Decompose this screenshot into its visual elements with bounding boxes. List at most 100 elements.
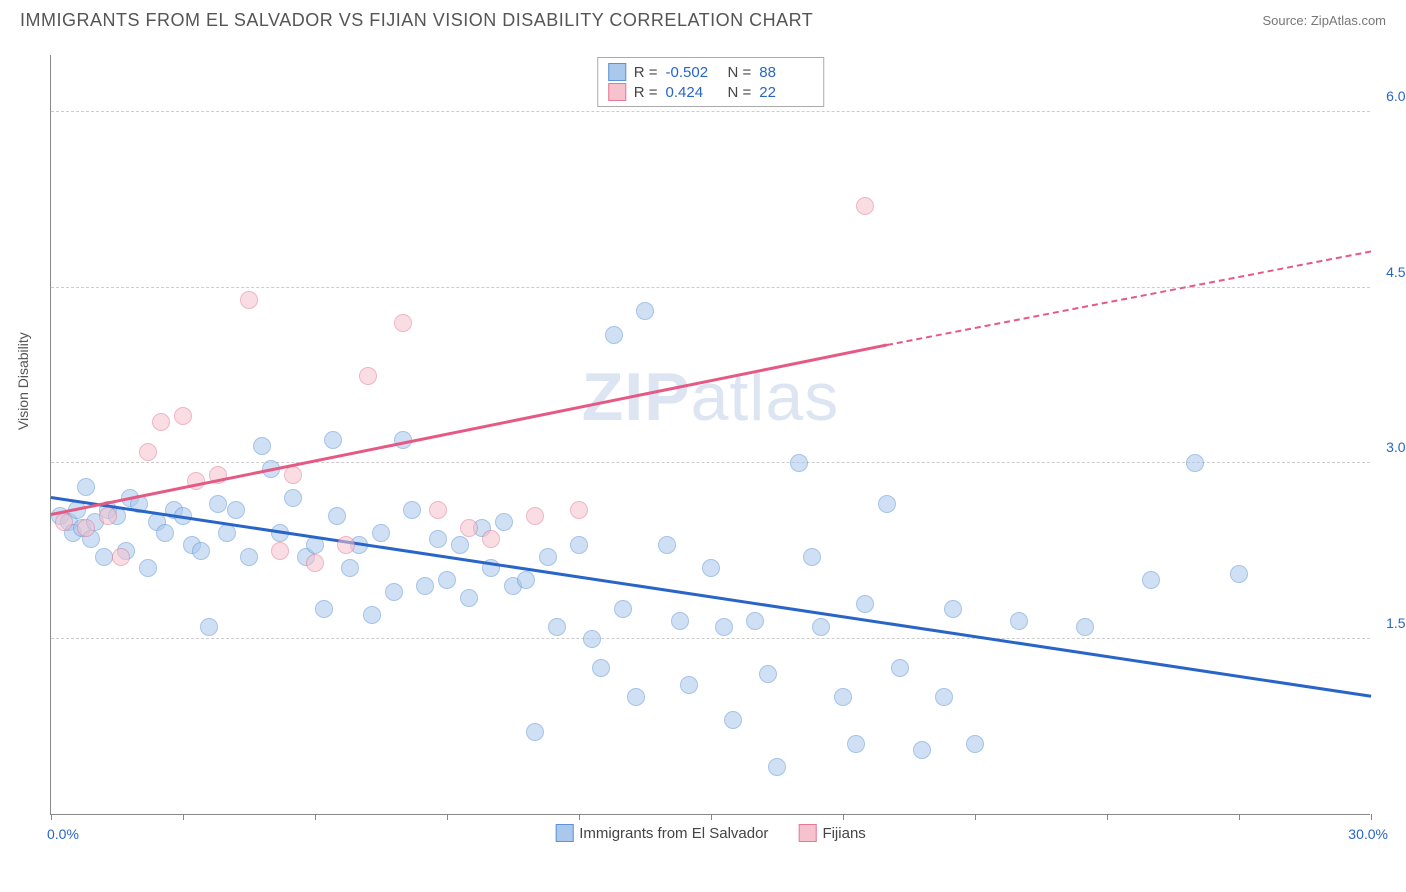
data-point bbox=[306, 554, 324, 572]
data-point bbox=[482, 530, 500, 548]
data-point bbox=[636, 302, 654, 320]
data-point bbox=[517, 571, 535, 589]
data-point bbox=[1076, 618, 1094, 636]
data-point bbox=[658, 536, 676, 554]
swatch-series1 bbox=[608, 63, 626, 81]
data-point bbox=[935, 688, 953, 706]
y-axis-label: Vision Disability bbox=[15, 332, 31, 430]
data-point bbox=[209, 495, 227, 513]
n-value-series2: 22 bbox=[759, 84, 813, 101]
grid-line bbox=[51, 462, 1370, 463]
data-point bbox=[1230, 565, 1248, 583]
x-tick bbox=[1107, 814, 1108, 820]
data-point bbox=[77, 478, 95, 496]
data-point bbox=[570, 536, 588, 554]
data-point bbox=[139, 559, 157, 577]
trend-line bbox=[51, 344, 887, 516]
data-point bbox=[702, 559, 720, 577]
legend: Immigrants from El Salvador Fijians bbox=[555, 824, 866, 842]
r-value-series2: 0.424 bbox=[666, 84, 720, 101]
data-point bbox=[156, 524, 174, 542]
chart-title: IMMIGRANTS FROM EL SALVADOR VS FIJIAN VI… bbox=[20, 10, 813, 31]
data-point bbox=[768, 758, 786, 776]
x-tick bbox=[975, 814, 976, 820]
y-tick-label: 4.5% bbox=[1386, 264, 1406, 280]
source-attribution: Source: ZipAtlas.com bbox=[1262, 13, 1386, 28]
x-tick bbox=[447, 814, 448, 820]
data-point bbox=[605, 326, 623, 344]
legend-item-series1: Immigrants from El Salvador bbox=[555, 824, 768, 842]
grid-line bbox=[51, 111, 1370, 112]
data-point bbox=[746, 612, 764, 630]
data-point bbox=[200, 618, 218, 636]
data-point bbox=[460, 519, 478, 537]
data-point bbox=[240, 548, 258, 566]
data-point bbox=[878, 495, 896, 513]
data-point bbox=[152, 413, 170, 431]
data-point bbox=[315, 600, 333, 618]
data-point bbox=[803, 548, 821, 566]
data-point bbox=[1186, 454, 1204, 472]
data-point bbox=[284, 489, 302, 507]
data-point bbox=[627, 688, 645, 706]
x-tick bbox=[579, 814, 580, 820]
data-point bbox=[539, 548, 557, 566]
data-point bbox=[790, 454, 808, 472]
y-tick-label: 6.0% bbox=[1386, 88, 1406, 104]
data-point bbox=[526, 723, 544, 741]
data-point bbox=[95, 548, 113, 566]
data-point bbox=[253, 437, 271, 455]
data-point bbox=[227, 501, 245, 519]
data-point bbox=[55, 513, 73, 531]
legend-swatch-series1 bbox=[555, 824, 573, 842]
data-point bbox=[416, 577, 434, 595]
y-tick-label: 1.5% bbox=[1386, 615, 1406, 631]
data-point bbox=[614, 600, 632, 618]
x-tick bbox=[51, 814, 52, 820]
data-point bbox=[548, 618, 566, 636]
data-point bbox=[847, 735, 865, 753]
chart-plot-area: ZIPatlas R = -0.502 N = 88 R = 0.424 N =… bbox=[50, 55, 1370, 815]
data-point bbox=[724, 711, 742, 729]
data-point bbox=[359, 367, 377, 385]
x-max-label: 30.0% bbox=[1348, 826, 1388, 842]
data-point bbox=[715, 618, 733, 636]
grid-line bbox=[51, 638, 1370, 639]
data-point bbox=[174, 407, 192, 425]
x-tick bbox=[711, 814, 712, 820]
data-point bbox=[341, 559, 359, 577]
data-point bbox=[812, 618, 830, 636]
data-point bbox=[372, 524, 390, 542]
data-point bbox=[834, 688, 852, 706]
data-point bbox=[394, 314, 412, 332]
data-point bbox=[583, 630, 601, 648]
data-point bbox=[671, 612, 689, 630]
data-point bbox=[966, 735, 984, 753]
x-tick bbox=[1239, 814, 1240, 820]
data-point bbox=[429, 501, 447, 519]
data-point bbox=[438, 571, 456, 589]
data-point bbox=[192, 542, 210, 560]
y-tick-label: 3.0% bbox=[1386, 439, 1406, 455]
data-point bbox=[913, 741, 931, 759]
data-point bbox=[451, 536, 469, 554]
data-point bbox=[592, 659, 610, 677]
data-point bbox=[328, 507, 346, 525]
data-point bbox=[112, 548, 130, 566]
x-tick bbox=[1371, 814, 1372, 820]
x-min-label: 0.0% bbox=[47, 826, 79, 842]
data-point bbox=[759, 665, 777, 683]
data-point bbox=[429, 530, 447, 548]
data-point bbox=[218, 524, 236, 542]
x-tick bbox=[183, 814, 184, 820]
data-point bbox=[856, 595, 874, 613]
data-point bbox=[1010, 612, 1028, 630]
trend-line-extrapolated bbox=[887, 251, 1371, 347]
data-point bbox=[891, 659, 909, 677]
data-point bbox=[337, 536, 355, 554]
data-point bbox=[944, 600, 962, 618]
data-point bbox=[856, 197, 874, 215]
stats-row-series2: R = 0.424 N = 22 bbox=[608, 82, 814, 102]
r-value-series1: -0.502 bbox=[666, 64, 720, 81]
trend-line bbox=[51, 496, 1371, 697]
